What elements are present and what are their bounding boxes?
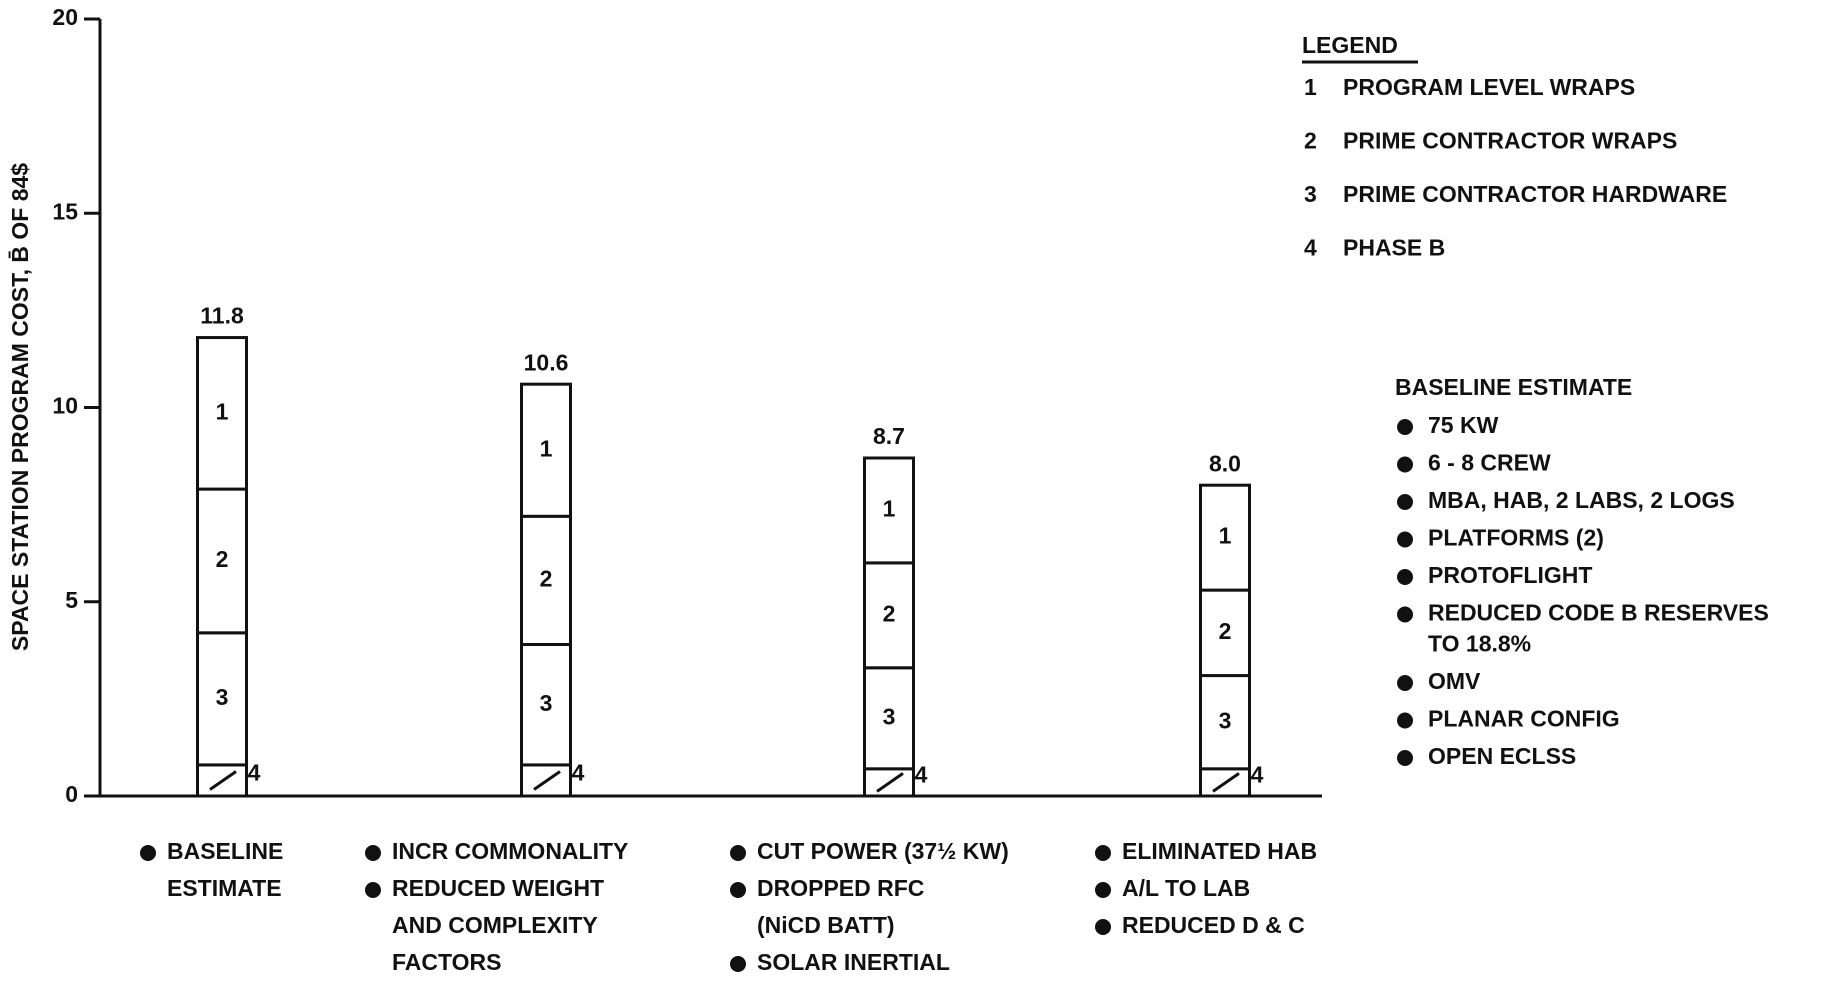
total-label: 11.8: [200, 303, 244, 329]
bullet: [1397, 531, 1413, 548]
segment-label: 3: [216, 684, 229, 710]
x-category-label: ESTIMATE: [167, 875, 282, 901]
segment-label: 2: [216, 546, 229, 572]
bar-segment: [1199, 588, 1251, 678]
baseline-item: OMV: [1428, 668, 1481, 694]
total-label: 8.0: [1209, 450, 1241, 476]
baseline-item: 6 - 8 CREW: [1428, 450, 1551, 476]
y-tick-label: 10: [52, 393, 78, 419]
baseline-item: MBA, HAB, 2 LABS, 2 LOGS: [1428, 487, 1735, 513]
segment-label: 4: [572, 760, 585, 786]
bullet: [1397, 675, 1413, 691]
legend-label: PRIME CONTRACTOR WRAPS: [1343, 128, 1677, 154]
baseline-item: PROTOFLIGHT: [1428, 562, 1592, 588]
legend-key: 1: [1304, 74, 1317, 100]
break-mark: [209, 770, 237, 791]
x-category-label: REDUCED WEIGHT: [392, 875, 604, 901]
bar-segment: [1199, 483, 1251, 592]
segment-label: 2: [883, 600, 896, 626]
bullet: [1095, 882, 1111, 898]
bullet: [1397, 712, 1413, 729]
x-category-label: A/L TO LAB: [1122, 875, 1250, 901]
bullet: [1397, 419, 1413, 435]
bullet: [730, 882, 746, 898]
x-category-label: ELIMINATED HAB: [1122, 838, 1317, 864]
bar-segment: [196, 336, 248, 491]
y-axis-label: SPACE STATION PROGRAM COST, B̄ OF 84$: [7, 163, 33, 651]
segment-label: 1: [540, 435, 553, 461]
y-tick-label: 20: [52, 4, 78, 30]
bar-segment: [1199, 674, 1251, 771]
segment-label: 4: [1251, 761, 1264, 787]
legend-title: LEGEND: [1302, 32, 1398, 58]
segment-label: 3: [883, 703, 896, 729]
baseline-item: PLATFORMS (2): [1428, 525, 1604, 551]
x-category-label: DROPPED RFC: [757, 875, 924, 901]
bullet: [1397, 569, 1413, 585]
bullet: [140, 845, 156, 861]
legend-key: 4: [1304, 235, 1317, 261]
baseline-item: REDUCED CODE B RESERVES: [1428, 600, 1769, 626]
legend-key: 3: [1304, 181, 1317, 207]
bullet: [730, 845, 746, 861]
baseline-item: OPEN ECLSS: [1428, 743, 1576, 769]
segment-label: 1: [216, 398, 229, 424]
break-mark: [1212, 772, 1240, 793]
total-label: 8.7: [873, 423, 905, 449]
bullet: [1397, 494, 1413, 510]
segment-label: 2: [1219, 618, 1232, 644]
bar-segment: [520, 642, 572, 767]
break-mark: [533, 770, 561, 791]
x-category-label: REDUCED D & C: [1122, 912, 1305, 938]
legend-label: PROGRAM LEVEL WRAPS: [1343, 74, 1635, 100]
legend-label: PRIME CONTRACTOR HARDWARE: [1343, 181, 1727, 207]
segment-label: 3: [1219, 707, 1232, 733]
baseline-title: BASELINE ESTIMATE: [1395, 374, 1632, 400]
x-category-label: FACTORS: [392, 949, 501, 975]
x-category-label: AND COMPLEXITY: [392, 912, 598, 938]
segment-label: 2: [540, 565, 553, 591]
break-mark: [876, 772, 904, 793]
y-tick-label: 5: [65, 587, 78, 613]
segment-label: 4: [248, 760, 261, 786]
bullet: [1397, 750, 1413, 766]
bullet: [365, 845, 381, 861]
x-category-label: (NiCD BATT): [757, 912, 895, 938]
bullet: [1095, 845, 1111, 861]
segment-label: 1: [883, 496, 896, 522]
bullet: [1095, 919, 1111, 935]
legend-key: 2: [1304, 128, 1317, 154]
bar-segment: [520, 382, 572, 518]
bar-segment: [863, 666, 915, 771]
baseline-item: TO 18.8%: [1428, 631, 1531, 657]
baseline-item: 75 KW: [1428, 412, 1499, 438]
bullet: [1397, 606, 1413, 623]
bar-segment: [196, 631, 248, 767]
y-tick-label: 15: [52, 198, 78, 224]
bullet: [730, 956, 746, 972]
x-category-label: SOLAR INERTIAL: [757, 949, 950, 975]
bar-segment: [520, 514, 572, 646]
y-tick-label: 0: [65, 781, 78, 807]
bullet: [365, 882, 381, 898]
baseline-item: PLANAR CONFIG: [1428, 706, 1620, 732]
x-category-label: BASELINE: [167, 838, 283, 864]
x-category-label: INCR COMMONALITY: [392, 838, 628, 864]
bullet: [1397, 456, 1413, 473]
segment-label: 4: [915, 761, 928, 787]
legend-label: PHASE B: [1343, 235, 1445, 261]
segment-label: 3: [540, 690, 553, 716]
bar-segment: [863, 456, 915, 565]
segment-label: 1: [1219, 523, 1232, 549]
total-label: 10.6: [524, 349, 569, 375]
x-category-label: CUT POWER (37½ KW): [757, 838, 1009, 864]
